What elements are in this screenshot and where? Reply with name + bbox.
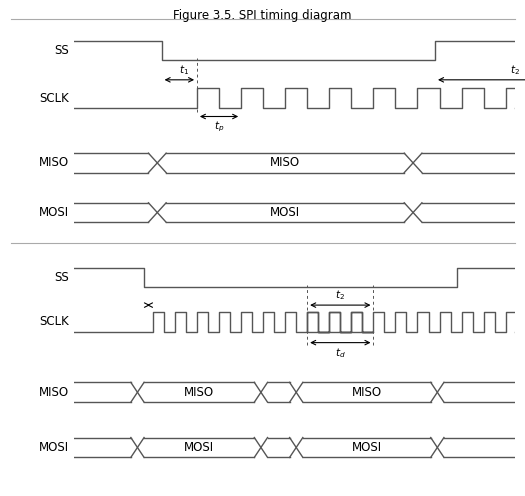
Text: MISO: MISO bbox=[39, 156, 69, 170]
Text: $t_2$: $t_2$ bbox=[510, 63, 519, 76]
Text: $t_1$: $t_1$ bbox=[178, 63, 189, 76]
Text: MISO: MISO bbox=[270, 156, 300, 170]
Text: MOSI: MOSI bbox=[39, 441, 69, 454]
Text: SS: SS bbox=[55, 271, 69, 284]
Text: $t_2$: $t_2$ bbox=[335, 288, 345, 302]
Text: SCLK: SCLK bbox=[39, 92, 69, 105]
Text: MOSI: MOSI bbox=[270, 206, 300, 219]
Text: MISO: MISO bbox=[184, 386, 214, 399]
Text: Figure 3.5. SPI timing diagram: Figure 3.5. SPI timing diagram bbox=[173, 9, 352, 22]
Text: MOSI: MOSI bbox=[184, 441, 214, 454]
Text: $t_d$: $t_d$ bbox=[335, 346, 345, 360]
Text: MISO: MISO bbox=[39, 386, 69, 399]
Text: MOSI: MOSI bbox=[352, 441, 382, 454]
Text: SS: SS bbox=[55, 44, 69, 57]
Text: MISO: MISO bbox=[352, 386, 382, 399]
Text: SCLK: SCLK bbox=[39, 315, 69, 328]
Text: $t_p$: $t_p$ bbox=[214, 120, 224, 134]
Text: MOSI: MOSI bbox=[39, 206, 69, 219]
